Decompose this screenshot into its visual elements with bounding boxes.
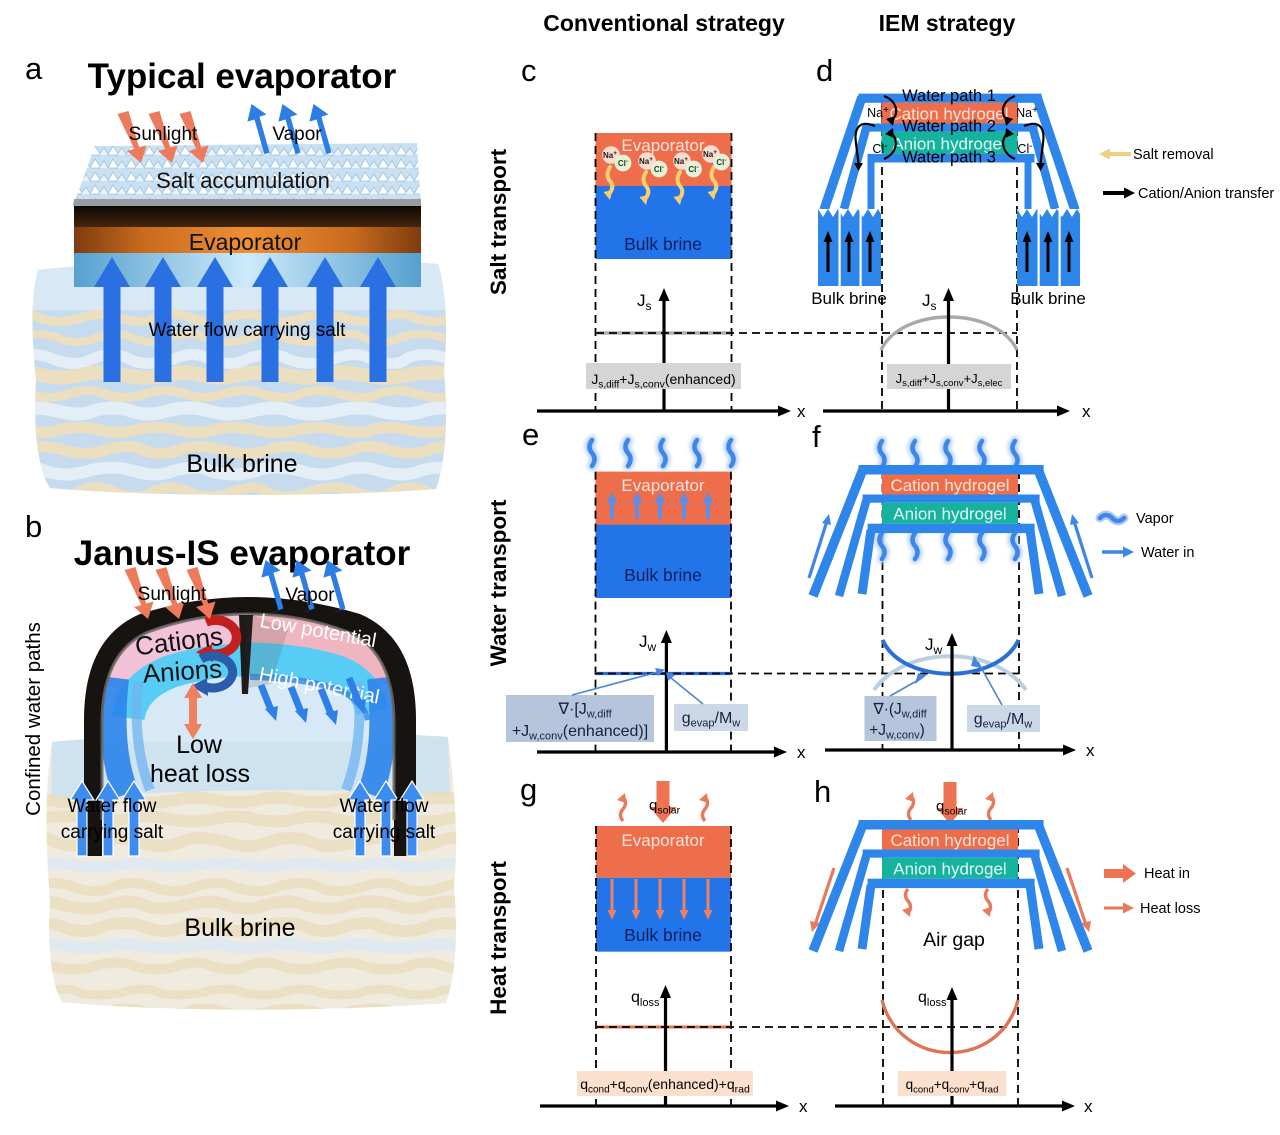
svg-text:h: h [814, 774, 831, 809]
svg-text:Na+: Na+ [674, 156, 688, 166]
svg-text:Heat loss: Heat loss [1140, 901, 1200, 917]
svg-text:Conventional strategy: Conventional strategy [543, 10, 785, 36]
svg-text:Cation/Anion transfer: Cation/Anion transfer [1138, 186, 1274, 202]
svg-text:Js: Js [922, 291, 937, 313]
svg-text:Na+: Na+ [703, 149, 717, 159]
svg-text:x: x [797, 402, 806, 421]
svg-text:+Jw,conv(enhanced)]: +Jw,conv(enhanced)] [512, 723, 648, 743]
svg-text:g: g [520, 772, 537, 807]
svg-text:Water flow carrying salt: Water flow carrying salt [149, 320, 346, 341]
svg-text:Bulk brine: Bulk brine [186, 450, 297, 478]
svg-text:Sunlight: Sunlight [138, 584, 207, 605]
svg-text:Typical evaporator: Typical evaporator [88, 57, 397, 96]
svg-text:Salt accumulation: Salt accumulation [156, 168, 330, 193]
svg-text:Anion hydrogel: Anion hydrogel [892, 135, 1005, 154]
svg-text:Vapor: Vapor [272, 124, 322, 145]
svg-text:Cl-: Cl- [618, 158, 628, 168]
svg-text:Sunlight: Sunlight [129, 124, 198, 145]
svg-text:Bulk brine: Bulk brine [624, 925, 702, 945]
svg-text:Jw: Jw [925, 635, 943, 657]
svg-text:x: x [1084, 1097, 1093, 1116]
svg-text:qloss: qloss [631, 989, 660, 1009]
svg-text:Anion hydrogel: Anion hydrogel [893, 860, 1006, 879]
svg-text:Anion hydrogel: Anion hydrogel [893, 505, 1006, 524]
svg-text:Vapor: Vapor [1136, 511, 1174, 527]
svg-text:Salt transport: Salt transport [486, 148, 511, 295]
svg-text:Na+: Na+ [603, 150, 617, 160]
svg-text:Cation hydrogel: Cation hydrogel [890, 831, 1009, 850]
svg-text:a: a [25, 51, 43, 86]
svg-text:Cation hydrogel: Cation hydrogel [889, 105, 1008, 124]
svg-text:Confined water paths: Confined water paths [22, 622, 45, 816]
svg-text:Water flow: Water flow [67, 796, 156, 817]
svg-text:IEM strategy: IEM strategy [879, 10, 1016, 36]
svg-text:Heat in: Heat in [1144, 866, 1190, 882]
svg-text:+Jw,conv): +Jw,conv) [869, 722, 925, 742]
svg-text:c: c [521, 53, 537, 88]
svg-text:Js: Js [637, 291, 652, 313]
svg-text:Water path 2: Water path 2 [902, 118, 996, 136]
svg-text:Evaporator: Evaporator [189, 229, 302, 255]
svg-text:Bulk brine: Bulk brine [624, 565, 702, 585]
svg-text:Js,diff+Js,conv+Js,elec: Js,diff+Js,conv+Js,elec [896, 371, 1003, 389]
svg-text:carrying salt: carrying salt [333, 822, 436, 843]
svg-text:qcond+qconv(enhanced)+qrad: qcond+qconv(enhanced)+qrad [580, 1076, 750, 1096]
svg-text:Na+: Na+ [1016, 105, 1038, 120]
svg-text:Vapor: Vapor [285, 585, 335, 606]
svg-text:qloss: qloss [918, 989, 947, 1009]
svg-text:Evaporator: Evaporator [621, 831, 704, 850]
svg-text:x: x [799, 1097, 808, 1116]
svg-text:Cl-: Cl- [1017, 141, 1032, 156]
svg-text:Evaporator: Evaporator [621, 476, 704, 495]
svg-text:Cation hydrogel: Cation hydrogel [890, 476, 1009, 495]
svg-text:Cl-: Cl- [716, 157, 726, 167]
svg-text:e: e [522, 417, 539, 452]
svg-text:Js,diff+Js,conv(enhanced): Js,diff+Js,conv(enhanced) [591, 371, 735, 391]
svg-text:Anions: Anions [142, 653, 223, 688]
svg-text:Heat transport: Heat transport [486, 861, 511, 1015]
svg-text:Water in: Water in [1141, 545, 1194, 561]
svg-text:f: f [812, 419, 821, 454]
svg-text:Cl-: Cl- [654, 164, 664, 174]
svg-text:Water transport: Water transport [486, 499, 511, 666]
svg-text:Cl-: Cl- [688, 164, 698, 174]
svg-text:Na+: Na+ [639, 156, 653, 166]
svg-text:Low: Low [176, 731, 223, 759]
svg-text:x: x [1082, 402, 1091, 421]
svg-text:x: x [797, 743, 806, 762]
svg-text:Evaporator: Evaporator [621, 136, 704, 155]
svg-text:Jw: Jw [639, 632, 657, 654]
svg-text:carrying salt: carrying salt [61, 822, 164, 843]
svg-text:Water path 3: Water path 3 [902, 149, 996, 167]
svg-text:Salt removal: Salt removal [1133, 147, 1214, 163]
svg-text:Air gap: Air gap [923, 929, 985, 951]
svg-text:Bulk brine: Bulk brine [184, 914, 295, 942]
svg-text:Cl-: Cl- [872, 141, 887, 156]
svg-text:d: d [816, 53, 833, 88]
svg-text:Bulk brine: Bulk brine [624, 234, 702, 254]
svg-text:x: x [1086, 741, 1095, 760]
svg-text:Water flow: Water flow [339, 796, 428, 817]
svg-text:Bulk brine: Bulk brine [1010, 289, 1086, 308]
svg-text:Janus-IS evaporator: Janus-IS evaporator [74, 534, 411, 573]
svg-text:Bulk brine: Bulk brine [811, 289, 887, 308]
svg-text:b: b [25, 509, 42, 544]
svg-text:Water path 1: Water path 1 [902, 87, 996, 105]
svg-text:heat loss: heat loss [150, 760, 250, 788]
